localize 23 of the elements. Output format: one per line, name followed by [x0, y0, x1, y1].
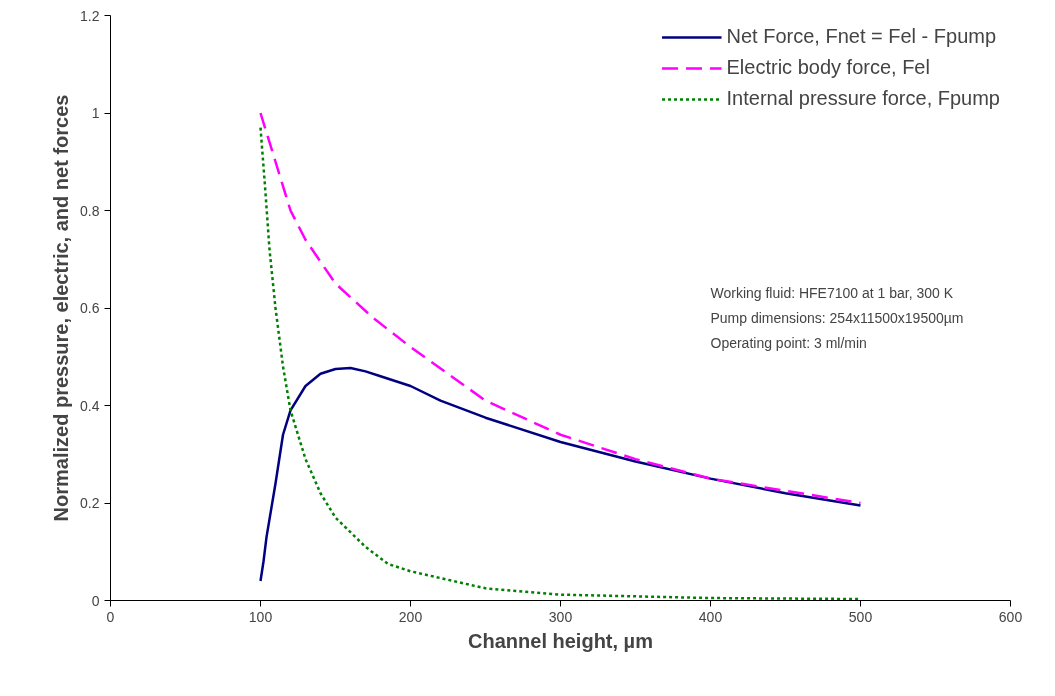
x-axis-title: Channel height, µm [468, 629, 653, 652]
y-tick-label: 1.2 [80, 7, 100, 24]
y-axis-title: Normalized pressure, electric, and net forces [50, 94, 73, 522]
x-tick-label: 100 [248, 608, 273, 625]
legend-label: Electric body force, Fel [726, 56, 930, 79]
y-tick-label: 0.6 [80, 300, 100, 316]
y-tick-label: 0.8 [80, 202, 100, 219]
x-tick-label: 500 [848, 608, 873, 625]
annotation: Operating point: 3 ml/min [710, 334, 867, 351]
y-tick-label: 1 [91, 105, 100, 121]
legend-label: Internal pressure force, Fpump [726, 87, 1000, 110]
line-series [259, 366, 862, 583]
x-tick-label: 300 [548, 608, 573, 625]
x-tick-label: 400 [698, 608, 723, 625]
annotation: Working fluid: HFE7100 at 1 bar, 300 K [710, 284, 954, 301]
y-tick-label: 0 [91, 592, 100, 609]
x-tick-label: 200 [398, 608, 423, 625]
x-tick-label: 600 [998, 608, 1023, 625]
y-tick-label: 0.4 [80, 397, 100, 414]
annotation: Pump dimensions: 254x11500x19500µm [710, 309, 964, 326]
legend-label: Net Force, Fnet = Fel - Fpump [726, 25, 997, 48]
x-tick-label: 0 [106, 608, 115, 625]
y-tick-label: 0.2 [80, 495, 100, 511]
